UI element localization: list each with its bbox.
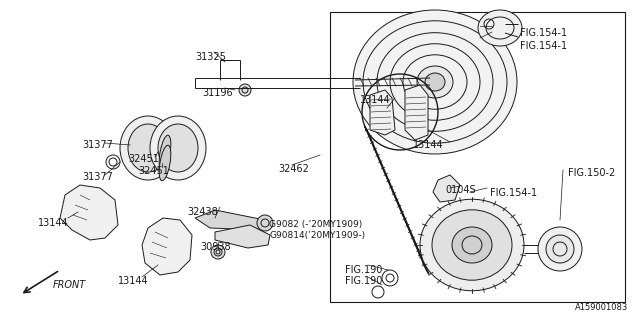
- Ellipse shape: [128, 124, 168, 172]
- Text: G9082 (-’20MY1909): G9082 (-’20MY1909): [269, 220, 362, 229]
- Text: G90814(’20MY1909-): G90814(’20MY1909-): [269, 231, 365, 240]
- Ellipse shape: [538, 227, 582, 271]
- Ellipse shape: [546, 235, 574, 263]
- Ellipse shape: [120, 116, 176, 180]
- Text: 32451: 32451: [128, 154, 159, 164]
- Text: FIG.154-1: FIG.154-1: [490, 188, 537, 198]
- Text: 31325: 31325: [195, 52, 226, 62]
- Circle shape: [211, 245, 225, 259]
- Ellipse shape: [158, 124, 198, 172]
- Text: 30938: 30938: [200, 242, 230, 252]
- Text: 31196: 31196: [202, 88, 232, 98]
- Text: FIG.150-2: FIG.150-2: [568, 168, 615, 178]
- Ellipse shape: [159, 145, 171, 181]
- Ellipse shape: [425, 73, 445, 91]
- Polygon shape: [195, 210, 265, 230]
- Text: 13144: 13144: [413, 140, 444, 150]
- Bar: [330, 12, 625, 302]
- Circle shape: [239, 84, 251, 96]
- Polygon shape: [60, 185, 118, 240]
- Text: A159001083: A159001083: [575, 303, 628, 312]
- Text: 32451: 32451: [138, 166, 169, 176]
- Text: FIG.154-1: FIG.154-1: [520, 41, 567, 51]
- Text: FIG.154-1: FIG.154-1: [520, 28, 567, 38]
- Text: FRONT: FRONT: [53, 280, 86, 290]
- Polygon shape: [405, 85, 428, 140]
- Circle shape: [257, 215, 273, 231]
- Text: 32462: 32462: [278, 164, 309, 174]
- Text: 13144: 13144: [360, 95, 390, 105]
- Text: 31377: 31377: [82, 140, 113, 150]
- Polygon shape: [370, 90, 395, 135]
- Ellipse shape: [432, 210, 512, 280]
- Ellipse shape: [417, 66, 453, 98]
- Ellipse shape: [420, 199, 524, 291]
- Ellipse shape: [159, 135, 171, 171]
- Text: 32438: 32438: [187, 207, 218, 217]
- Text: 13144: 13144: [38, 218, 68, 228]
- Text: 0104S: 0104S: [445, 185, 476, 195]
- Text: 13144: 13144: [118, 276, 148, 286]
- Text: FIG.190: FIG.190: [345, 265, 382, 275]
- Polygon shape: [142, 218, 192, 275]
- Ellipse shape: [478, 10, 522, 46]
- Polygon shape: [433, 175, 460, 202]
- Polygon shape: [215, 225, 270, 248]
- Text: 31377: 31377: [82, 172, 113, 182]
- Ellipse shape: [452, 227, 492, 263]
- Text: FIG.190: FIG.190: [345, 276, 382, 286]
- Ellipse shape: [353, 10, 517, 154]
- Ellipse shape: [150, 116, 206, 180]
